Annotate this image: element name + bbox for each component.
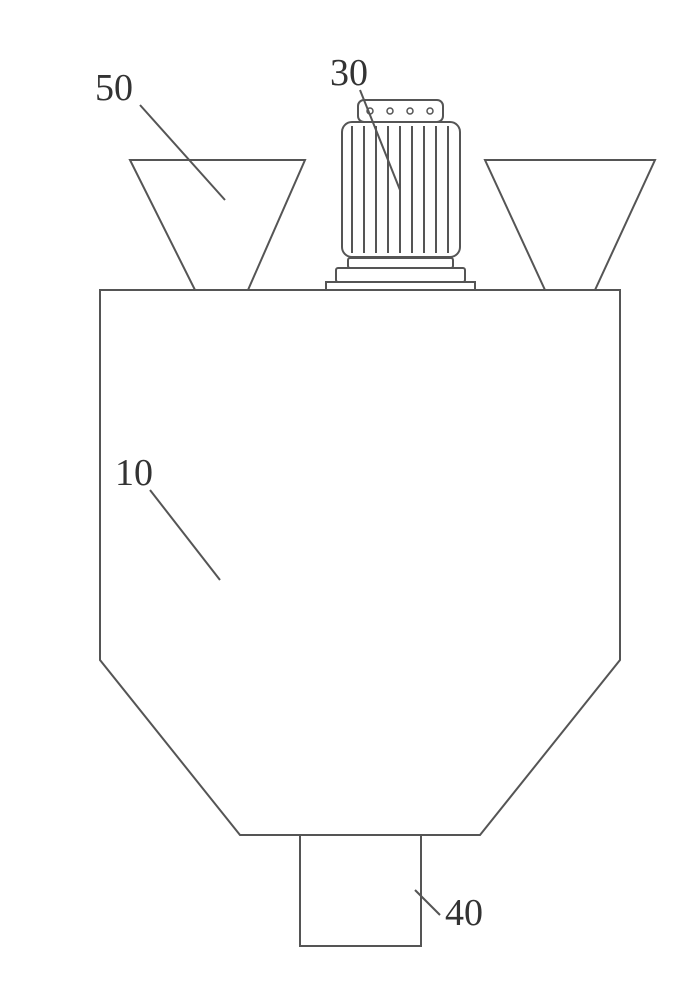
- leader-lines: [140, 90, 440, 915]
- label-body: 10: [115, 452, 153, 494]
- motor-icon: [326, 100, 475, 290]
- hopper-left: [130, 160, 305, 290]
- hopper-right: [485, 160, 655, 290]
- label-outlet: 40: [445, 892, 483, 934]
- mixer-diagram: 50 30 10 40: [0, 0, 692, 1000]
- vessel-body: [100, 290, 620, 835]
- label-hopper_left: 50: [95, 67, 133, 109]
- outlet-box: [300, 835, 421, 946]
- label-motor: 30: [330, 52, 368, 94]
